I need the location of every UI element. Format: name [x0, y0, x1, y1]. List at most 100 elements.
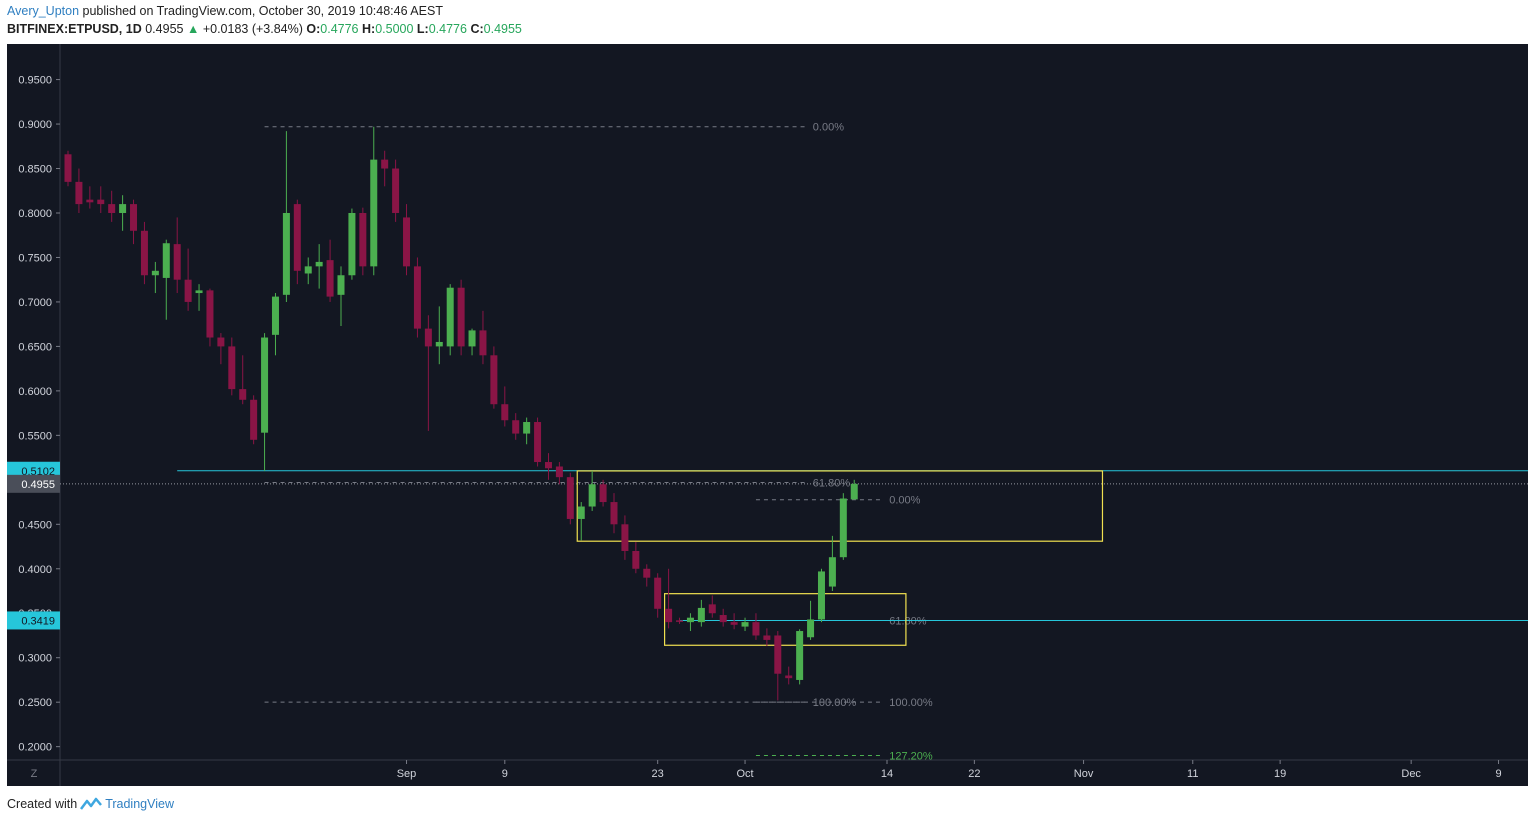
- candle-body: [337, 275, 345, 295]
- price-level-tag: [7, 611, 60, 630]
- candle-body: [359, 212, 367, 267]
- candle-body: [173, 244, 181, 280]
- close-value: 0.4955: [483, 22, 522, 36]
- candle-body: [457, 287, 465, 347]
- tradingview-logo-icon: [80, 797, 103, 810]
- candle-body: [392, 168, 400, 213]
- candle-body: [195, 290, 203, 294]
- candle-body: [610, 502, 618, 525]
- candle-body: [654, 577, 662, 609]
- candle-body: [162, 243, 170, 278]
- y-tick-label: 0.9000: [18, 119, 52, 131]
- x-tick-label: Oct: [736, 768, 753, 780]
- candle-body: [119, 204, 127, 213]
- fib-level-label: 0.00%: [813, 122, 844, 134]
- candle-body: [108, 204, 116, 213]
- candle-body: [719, 615, 727, 623]
- candle-body: [828, 557, 836, 587]
- candle-body: [64, 154, 72, 182]
- candle-body: [752, 622, 760, 636]
- candle-body: [643, 568, 651, 578]
- candle-body: [566, 477, 574, 519]
- symbol-name: BITFINEX:ETPUSD, 1D: [7, 22, 142, 36]
- x-tick-label: 9: [1495, 768, 1501, 780]
- candle-body: [151, 270, 159, 276]
- open-label: O:: [306, 22, 321, 36]
- published-text: published on TradingView.com, October 30…: [82, 4, 443, 18]
- fib-level-label: 100.00%: [813, 697, 857, 709]
- created-with-text: Created with: [7, 797, 78, 811]
- candle-body: [588, 484, 596, 507]
- candle-body: [730, 622, 738, 625]
- candle-body: [184, 279, 192, 302]
- y-tick-label: 0.3000: [18, 653, 52, 665]
- candle-body: [807, 619, 815, 638]
- current-price-tag: [7, 474, 60, 493]
- candle-body: [839, 498, 847, 558]
- y-tick-label: 0.9500: [18, 75, 52, 87]
- candle-body: [555, 466, 563, 478]
- y-tick-label: 0.2000: [18, 742, 52, 754]
- x-tick-label: 14: [881, 768, 893, 780]
- y-tick-label: 0.7500: [18, 252, 52, 264]
- candle-body: [741, 622, 749, 627]
- candle-body: [75, 181, 83, 205]
- y-tick-label: 0.8500: [18, 164, 52, 176]
- candle-body: [544, 462, 552, 469]
- x-tick-label: 9: [502, 768, 508, 780]
- candle-body: [348, 212, 356, 276]
- candle-body: [315, 261, 323, 267]
- tradingview-brand-link[interactable]: TradingView: [105, 797, 174, 811]
- candle-body: [686, 617, 694, 623]
- fib-level-label: 127.20%: [889, 751, 933, 763]
- candle-body: [97, 199, 105, 205]
- candle-body: [271, 296, 279, 335]
- y-tick-label: 0.4500: [18, 519, 52, 531]
- candle-body: [326, 260, 334, 297]
- candle-body: [621, 524, 629, 551]
- candle-body: [282, 212, 290, 295]
- zone-box: [663, 593, 907, 646]
- low-value: 0.4776: [428, 22, 467, 36]
- candle-body: [490, 355, 498, 405]
- candle-body: [217, 337, 225, 347]
- candle-body: [140, 230, 148, 276]
- x-tick-label: 22: [968, 768, 980, 780]
- y-tick-label: 0.2500: [18, 697, 52, 709]
- symbol-legend: BITFINEX:ETPUSD, 1D 0.4955 ▲ +0.0183 (+3…: [7, 22, 522, 36]
- candle-body: [435, 341, 443, 347]
- candle-body: [708, 604, 716, 614]
- x-tick-label: Dec: [1401, 768, 1421, 780]
- candle-body: [403, 217, 411, 267]
- candle-body: [261, 337, 269, 433]
- candle-body: [206, 290, 214, 338]
- candle-body: [785, 675, 793, 679]
- candle-body: [501, 404, 509, 421]
- last-price: 0.4955: [145, 22, 184, 36]
- x-tick-label: 11: [1187, 768, 1198, 780]
- price-level-tag-label: 0.3419: [21, 615, 55, 627]
- chart-background: [7, 44, 1528, 786]
- candle-body: [512, 420, 520, 434]
- candle-body: [304, 266, 312, 274]
- y-tick-label: 0.5500: [18, 430, 52, 442]
- candle-body: [228, 346, 236, 390]
- x-tick-label: 23: [652, 768, 664, 780]
- candle-body: [796, 631, 804, 680]
- candle-body: [534, 422, 542, 463]
- high-label: H:: [361, 22, 376, 36]
- candle-body: [599, 484, 607, 503]
- candle-body: [130, 204, 138, 231]
- candle-body: [697, 607, 705, 623]
- candle-body: [468, 330, 476, 347]
- candle-body: [817, 571, 825, 620]
- candle-body: [676, 620, 684, 622]
- candle-body: [293, 204, 301, 271]
- x-tick-label: Nov: [1074, 768, 1094, 780]
- candle-body: [370, 159, 378, 267]
- candle-body: [424, 328, 432, 347]
- up-triangle-icon: ▲: [186, 22, 200, 36]
- author-link[interactable]: Avery_Upton: [7, 4, 80, 18]
- candle-body: [239, 389, 247, 400]
